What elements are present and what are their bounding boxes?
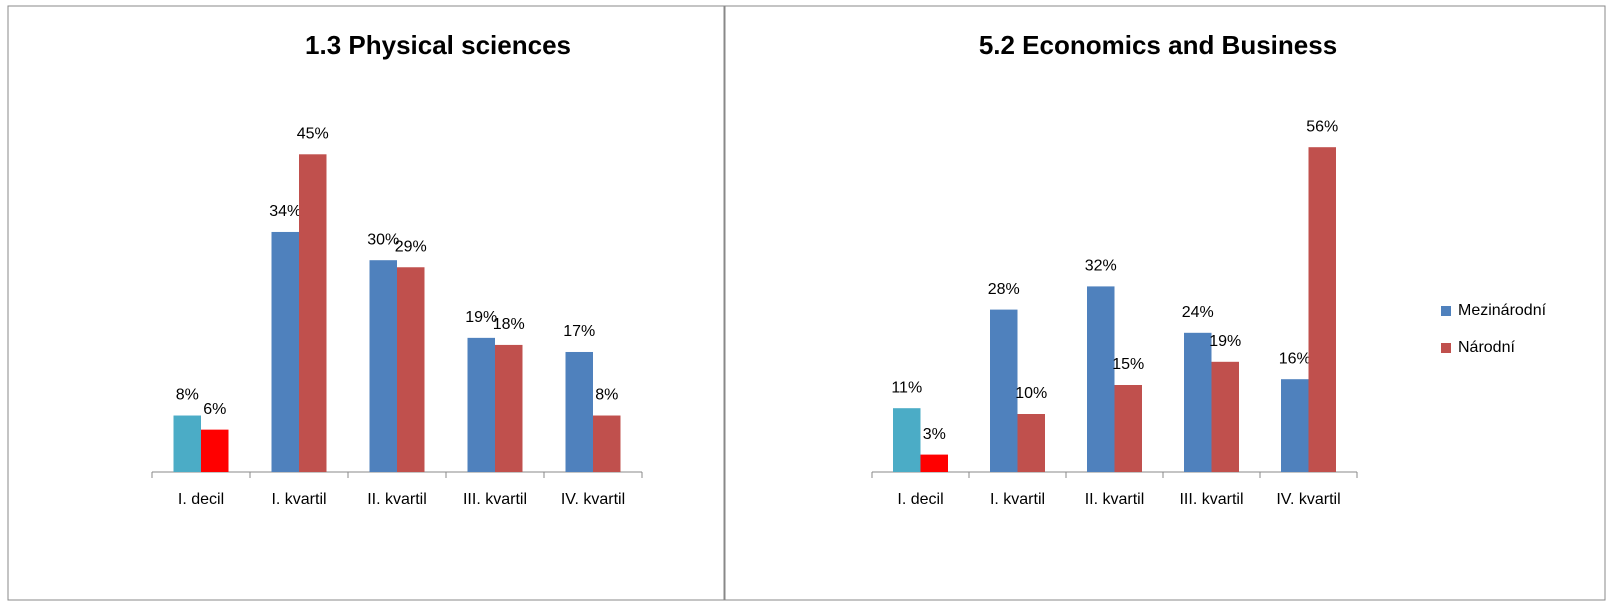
bar bbox=[920, 454, 948, 472]
data-label: 32% bbox=[1085, 258, 1117, 275]
bar bbox=[1308, 147, 1336, 472]
x-tick-label: III. kvartil bbox=[463, 491, 527, 508]
bar bbox=[1281, 379, 1309, 472]
chart-title: 5.2 Economics and Business bbox=[979, 30, 1337, 60]
data-label: 29% bbox=[395, 238, 427, 255]
data-label: 24% bbox=[1182, 304, 1214, 321]
bar bbox=[1017, 414, 1045, 472]
bar bbox=[495, 344, 523, 472]
bar bbox=[271, 231, 299, 472]
chart-title: 1.3 Physical sciences bbox=[305, 30, 571, 60]
data-label: 34% bbox=[269, 203, 301, 220]
legend-swatch bbox=[1441, 343, 1451, 353]
data-label: 8% bbox=[176, 387, 199, 404]
x-tick-label: III. kvartil bbox=[1179, 491, 1243, 508]
data-label: 3% bbox=[923, 426, 946, 443]
bar bbox=[990, 309, 1018, 472]
data-label: 15% bbox=[1112, 356, 1144, 373]
legend-label: Národní bbox=[1458, 339, 1515, 356]
bar bbox=[1114, 385, 1142, 472]
data-label: 17% bbox=[563, 323, 595, 340]
bar bbox=[369, 260, 397, 472]
x-tick-label: I. kvartil bbox=[271, 491, 326, 508]
x-tick-label: I. decil bbox=[178, 491, 224, 508]
data-label: 45% bbox=[297, 126, 329, 143]
bar bbox=[173, 415, 201, 472]
bar bbox=[1184, 332, 1212, 472]
legend-swatch bbox=[1441, 306, 1451, 316]
data-label: 19% bbox=[465, 309, 497, 326]
bar bbox=[1087, 286, 1115, 472]
x-tick-label: IV. kvartil bbox=[1276, 491, 1340, 508]
bar bbox=[397, 267, 425, 472]
panel bbox=[724, 5, 1606, 601]
data-label: 56% bbox=[1306, 118, 1338, 135]
data-label: 19% bbox=[1209, 333, 1241, 350]
data-label: 11% bbox=[891, 379, 922, 396]
bar bbox=[1211, 361, 1239, 472]
x-tick-label: I. kvartil bbox=[990, 491, 1045, 508]
data-label: 28% bbox=[988, 281, 1020, 298]
data-label: 30% bbox=[367, 231, 399, 248]
data-label: 8% bbox=[595, 387, 618, 404]
panel bbox=[7, 5, 725, 601]
data-label: 6% bbox=[203, 401, 226, 418]
data-label: 16% bbox=[1279, 350, 1311, 367]
bar bbox=[893, 408, 921, 472]
bar bbox=[299, 154, 327, 473]
bar bbox=[467, 337, 495, 472]
bar bbox=[201, 429, 229, 472]
x-tick-label: II. kvartil bbox=[367, 491, 427, 508]
data-label: 10% bbox=[1015, 385, 1047, 402]
x-tick-label: I. decil bbox=[897, 491, 943, 508]
data-label: 18% bbox=[493, 316, 525, 333]
bar bbox=[593, 415, 621, 472]
x-tick-label: IV. kvartil bbox=[561, 491, 625, 508]
legend-label: Mezinárodní bbox=[1458, 302, 1547, 319]
bar bbox=[565, 351, 593, 472]
x-tick-label: II. kvartil bbox=[1085, 491, 1145, 508]
